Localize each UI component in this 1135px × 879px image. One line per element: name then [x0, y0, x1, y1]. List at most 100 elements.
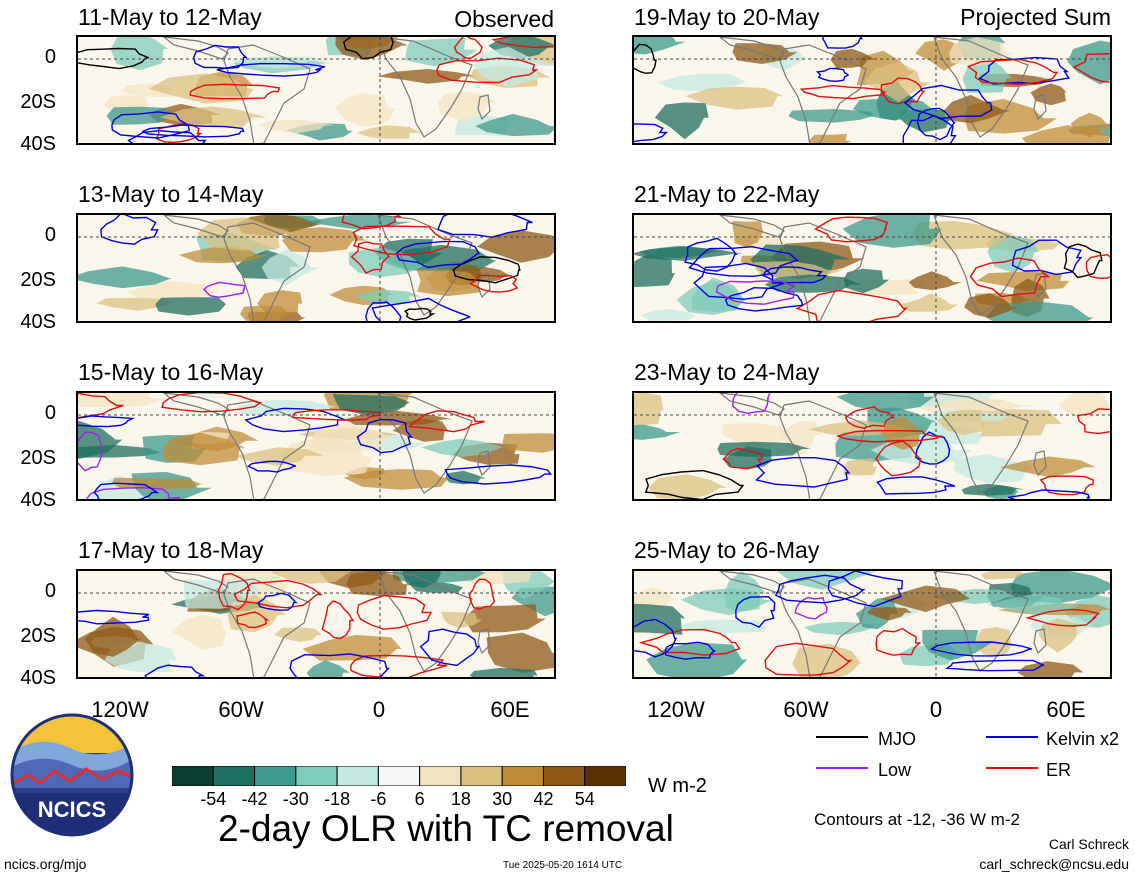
legend-label-mjo: MJO — [878, 729, 916, 749]
wave-contour — [835, 429, 943, 443]
wave-contour — [902, 115, 957, 143]
coastline — [779, 44, 867, 143]
olr-map — [634, 393, 1110, 499]
wave-contour — [875, 440, 922, 477]
coastline — [163, 37, 229, 60]
coastline — [779, 400, 867, 499]
olr-anomaly-shading — [1017, 661, 1084, 677]
wave-contour — [247, 460, 297, 473]
olr-anomaly-shading — [987, 235, 1040, 274]
panel-title-right-4: 25-May to 26-May — [634, 537, 820, 563]
coastline — [477, 272, 491, 299]
wave-contour — [764, 642, 853, 676]
coastline — [163, 393, 229, 416]
coastline — [1033, 272, 1047, 299]
olr-anomaly-shading — [274, 627, 322, 642]
colorbar — [171, 765, 627, 787]
wave-contour — [638, 628, 741, 656]
wave-contour — [945, 659, 1045, 672]
olr-anomaly-shading — [477, 230, 554, 263]
wave-contour — [735, 595, 776, 628]
olr-anomaly-shading — [155, 297, 227, 316]
wave-contour — [774, 574, 866, 604]
coastline — [477, 94, 491, 121]
wave-contour — [827, 571, 904, 608]
wave-contour — [78, 415, 136, 428]
olr-map — [634, 571, 1110, 677]
footer-url[interactable]: ncics.org/mjo — [4, 856, 87, 872]
olr-anomaly-shading — [657, 73, 746, 92]
panel-title-left-1: 11-May to 12-May — [78, 4, 262, 30]
wave-contour — [722, 447, 763, 470]
wave-contour — [236, 611, 270, 629]
lon-label-0: 0 — [929, 697, 943, 722]
wave-contour — [731, 393, 771, 415]
olr-anomaly-shading — [84, 616, 141, 657]
olr-anomaly-shading — [160, 106, 267, 128]
wave-contour — [634, 123, 669, 143]
colorbar-swatch — [336, 765, 379, 787]
olr-anomaly-shading — [126, 281, 219, 299]
wave-contour — [452, 256, 521, 284]
olr-anomaly-shading — [830, 48, 876, 68]
wave-contour — [876, 476, 956, 495]
footer-timestamp: Tue 2025-05-20 1614 UTC — [503, 860, 623, 871]
olr-anomaly-shading — [634, 424, 681, 440]
lat-label-0: 0 — [44, 402, 56, 424]
olr-anomaly-shading — [335, 37, 409, 61]
olr-anomaly-shading — [148, 73, 254, 104]
wave-contour — [875, 627, 922, 656]
wave-contour — [407, 410, 485, 433]
wave-contour — [78, 609, 150, 625]
olr-anomaly-shading — [634, 37, 686, 55]
wave-contour — [257, 592, 298, 611]
olr-map — [78, 37, 554, 143]
wave-contour — [1072, 52, 1110, 83]
olr-anomaly-shading — [685, 86, 784, 110]
colorbar-tick-label: -18 — [324, 789, 351, 809]
coastline — [719, 37, 785, 60]
wave-contour — [684, 237, 738, 272]
olr-anomaly-shading — [343, 469, 449, 490]
wave-contour — [1085, 254, 1110, 279]
wave-contour — [794, 596, 828, 620]
coastline — [477, 628, 491, 655]
coastline — [477, 450, 491, 477]
coastline — [377, 37, 473, 138]
wave-contour — [469, 274, 519, 293]
wave-contour — [664, 641, 717, 660]
lat-label-20s: 20S — [20, 91, 56, 113]
olr-anomaly-shading — [777, 571, 876, 590]
olr-anomaly-shading — [441, 611, 483, 629]
wave-contour — [161, 393, 263, 413]
olr-anomaly-shading — [463, 604, 546, 633]
olr-anomaly-shading — [197, 217, 296, 251]
olr-anomaly-shading — [233, 447, 324, 466]
olr-anomaly-shading — [932, 397, 1032, 412]
olr-anomaly-shading — [732, 220, 764, 248]
wave-contour — [634, 618, 678, 658]
wave-contour — [100, 215, 159, 245]
wave-contour — [436, 57, 539, 84]
lon-label-0: 0 — [372, 697, 386, 722]
wave-contour — [762, 266, 828, 284]
contours-note: Contours at -12, -36 W m-2 — [814, 810, 1020, 829]
olr-anomaly-shading — [486, 632, 554, 673]
colorbar-swatch — [584, 765, 627, 787]
colorbar-tick-label: 42 — [533, 789, 554, 809]
author-email[interactable]: carl_schreck@ncsu.edu — [979, 856, 1129, 872]
olr-anomaly-shading — [261, 249, 320, 286]
legend-label-kelvin: Kelvin x2 — [1046, 729, 1120, 749]
observed-tag: Observed — [454, 6, 554, 32]
olr-anomaly-shading — [836, 393, 935, 413]
olr-anomaly-shading — [270, 571, 352, 584]
olr-anomaly-shading — [981, 571, 1026, 580]
olr-anomaly-shading — [438, 91, 496, 122]
wave-contour — [141, 124, 245, 138]
olr-anomaly-shading — [334, 93, 396, 127]
wave-contour — [343, 37, 395, 60]
colorbar-tick-label: 18 — [450, 789, 471, 809]
wave-contour — [916, 107, 956, 141]
olr-anomaly-shading — [648, 474, 727, 499]
colorbar-swatch — [254, 765, 297, 787]
